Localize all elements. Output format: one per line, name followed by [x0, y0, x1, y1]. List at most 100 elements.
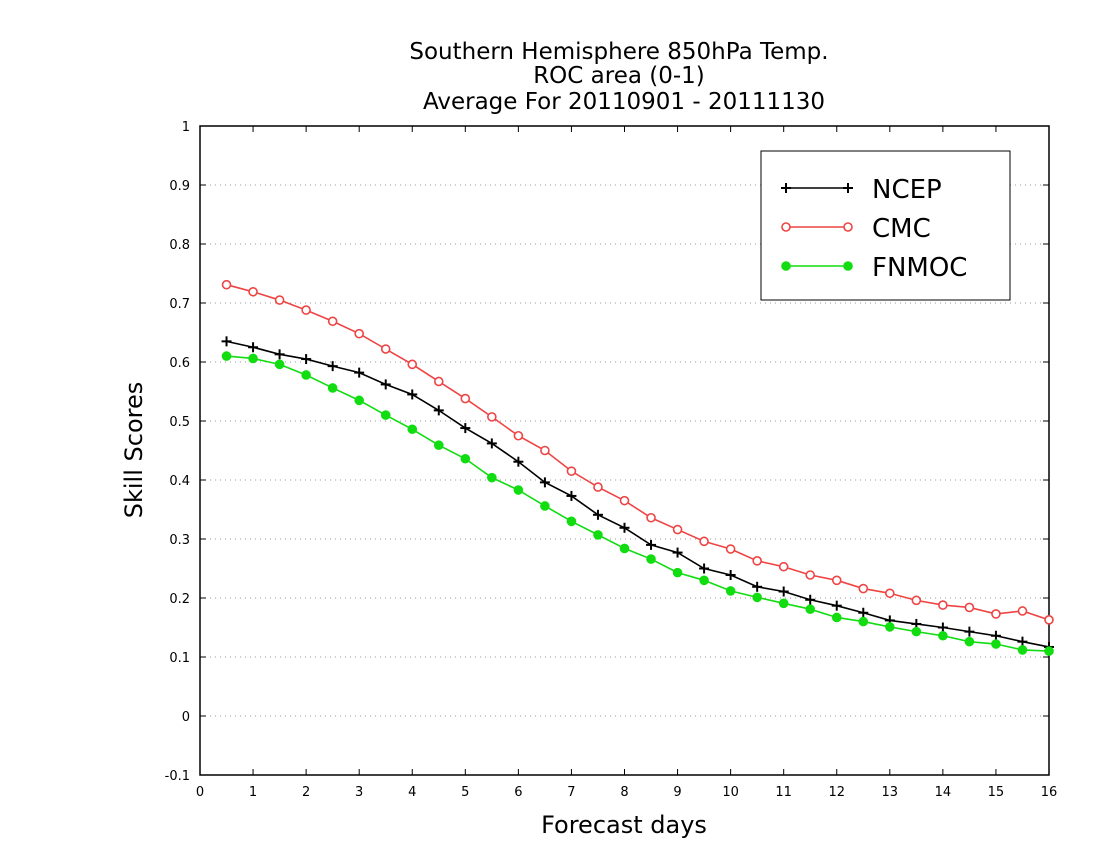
axes: -0.100.10.20.30.40.50.60.70.80.910 1 2 3 4 5 6… — [165, 120, 1058, 800]
point-fnmoc — [885, 622, 895, 632]
point-cmc — [699, 536, 709, 547]
point-ncep — [831, 600, 842, 611]
y-tick-label: 0.6 — [169, 356, 190, 371]
point-ncep — [433, 405, 444, 416]
point-fnmoc — [805, 604, 816, 615]
point-cmc — [619, 495, 630, 506]
point-cmc — [964, 602, 975, 613]
point-fnmoc — [274, 359, 285, 370]
point-fnmoc — [1017, 645, 1028, 655]
legend-label-fnmoc: FNMOC — [872, 253, 967, 283]
chart-title-line-1: Southern Hemisphere 850hPa Temp. — [409, 39, 828, 65]
x-tick-label: 3 — [355, 785, 363, 800]
y-tick-label: 0.7 — [169, 297, 190, 312]
point-fnmoc — [752, 592, 762, 603]
point-fnmoc — [619, 543, 630, 554]
point-ncep — [460, 423, 471, 434]
x-tick-label: 7 — [567, 785, 575, 800]
chart-title-line-3: Average For 20110901 - 20111130 — [423, 89, 825, 115]
y-tick-label: 0.9 — [169, 179, 190, 194]
point-fnmoc — [938, 630, 948, 641]
point-ncep — [354, 367, 365, 378]
point-fnmoc — [593, 530, 603, 540]
point-fnmoc — [699, 575, 709, 586]
point-fnmoc — [407, 424, 418, 435]
y-tick-label: 0 — [182, 710, 190, 725]
legend-item-ncep: NCEP — [781, 175, 942, 205]
point-fnmoc — [248, 353, 258, 364]
point-cmc — [1044, 615, 1054, 625]
point-ncep — [592, 509, 603, 520]
point-ncep — [486, 438, 497, 449]
point-fnmoc — [566, 516, 577, 527]
legend-item-cmc: CMC — [781, 214, 931, 244]
point-ncep — [805, 594, 816, 605]
point-ncep — [327, 361, 338, 372]
point-cmc — [274, 295, 285, 305]
point-fnmoc — [646, 554, 656, 564]
point-fnmoc — [513, 485, 524, 495]
point-cmc — [672, 524, 683, 535]
point-ncep — [619, 522, 630, 533]
legend-marker-cmc — [843, 222, 853, 232]
series-line-fnmoc — [226, 355, 1050, 652]
point-ncep — [752, 581, 763, 592]
x-tick-label: 10 — [722, 785, 739, 800]
point-ncep — [248, 342, 259, 353]
point-fnmoc — [540, 501, 550, 511]
point-fnmoc — [221, 351, 232, 361]
point-fnmoc — [991, 639, 1001, 649]
point-ncep — [858, 607, 869, 618]
x-tick-label: 5 — [461, 785, 469, 800]
point-fnmoc — [433, 440, 444, 450]
point-ncep — [672, 547, 683, 558]
point-ncep — [778, 586, 789, 597]
point-fnmoc — [964, 636, 975, 647]
point-ncep — [699, 563, 710, 574]
point-cmc — [487, 412, 497, 422]
legend-marker-cmc — [781, 222, 791, 232]
point-cmc — [248, 286, 258, 297]
chart-titles: Southern Hemisphere 850hPa Temp. ROC are… — [409, 39, 828, 115]
point-ncep — [725, 569, 736, 580]
point-ncep — [513, 456, 524, 467]
point-fnmoc — [380, 410, 391, 420]
point-fnmoc — [1044, 646, 1054, 656]
series-line-cmc — [226, 283, 1050, 621]
x-tick-label: 11 — [775, 785, 792, 800]
point-ncep — [380, 379, 391, 390]
point-fnmoc — [858, 616, 869, 627]
point-cmc — [646, 512, 656, 523]
legend-label-cmc: CMC — [872, 214, 931, 244]
y-axis-label: Skill Scores — [120, 382, 148, 519]
point-ncep — [1017, 636, 1028, 647]
x-tick-label: 15 — [988, 785, 1005, 800]
point-cmc — [885, 588, 895, 599]
legend-marker-ncep — [781, 183, 791, 193]
x-tick-label: 16 — [1041, 785, 1058, 800]
point-cmc — [221, 279, 232, 290]
legend-marker-fnmoc — [781, 261, 791, 271]
legend-marker-fnmoc — [843, 261, 853, 271]
point-cmc — [1017, 606, 1028, 616]
x-tick-label: 14 — [935, 785, 952, 800]
x-tick-label: 1 — [249, 785, 257, 800]
point-cmc — [327, 316, 338, 327]
series-cmc — [221, 279, 1054, 625]
point-cmc — [725, 544, 736, 554]
series-ncep — [221, 336, 1054, 652]
point-cmc — [858, 583, 869, 594]
y-tick-label: -0.1 — [165, 769, 190, 784]
point-fnmoc — [672, 567, 683, 578]
point-ncep — [566, 490, 577, 501]
point-ncep — [990, 630, 1001, 641]
point-fnmoc — [778, 598, 789, 609]
point-fnmoc — [460, 453, 471, 464]
point-cmc — [938, 600, 948, 610]
point-cmc — [778, 561, 789, 572]
legend-item-fnmoc: FNMOC — [781, 253, 967, 283]
point-fnmoc — [487, 472, 497, 483]
y-tick-label: 0.2 — [169, 592, 190, 607]
point-cmc — [911, 595, 922, 606]
